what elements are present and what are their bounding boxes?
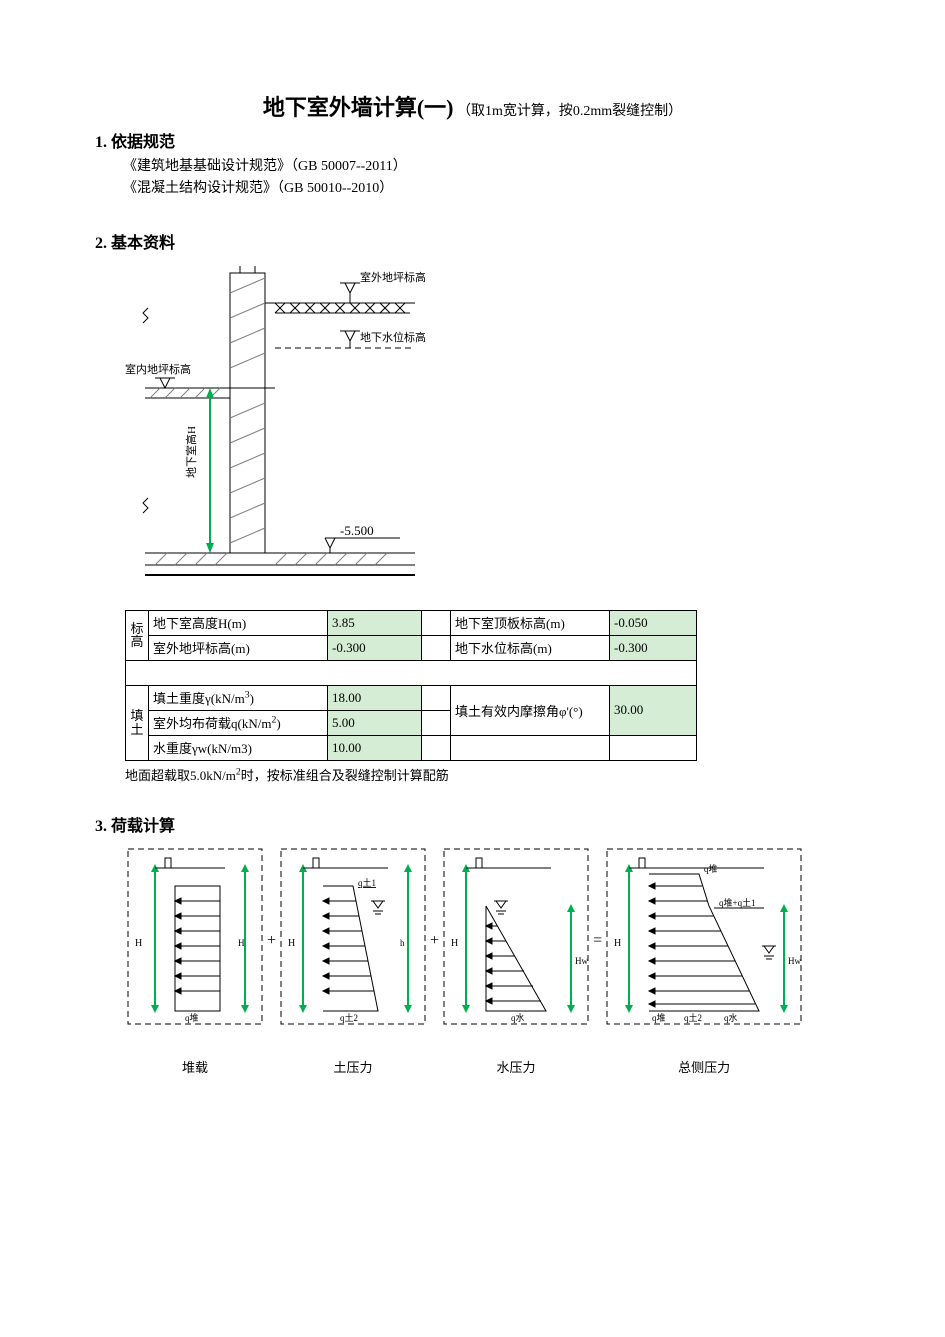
panel-label: 堆载	[125, 1057, 265, 1076]
group-header-fill: 填土	[126, 685, 149, 760]
table-row: 标高 地下室高度H(m) 3.85 地下室顶板标高(m) -0.050	[126, 610, 697, 635]
q-dui-label: q堆	[652, 1013, 666, 1023]
load-panel-water: Hw H q水	[441, 846, 591, 1076]
gap-cell	[422, 635, 451, 660]
cell-label: 填土重度γ(kN/m3)	[149, 685, 328, 710]
q-shui-label: q水	[724, 1012, 738, 1023]
label-outdoor-ground: 室外地坪标高	[360, 270, 425, 284]
reference-1: 《建筑地基基础设计规范》（GB 50007--2011）	[123, 156, 850, 178]
group-header-elev: 标高	[126, 610, 149, 660]
page-subtitle: （取1m宽计算，按0.2mm裂缝控制）	[457, 104, 682, 119]
cell-value: 30.00	[610, 685, 697, 735]
page-title: 地下室外墙计算(一)	[263, 95, 454, 120]
panel-label: 土压力	[278, 1057, 428, 1076]
label-water-level: 地下水位标高	[360, 330, 425, 344]
table-note: 地面超载取5.0kN/m2时，按标准组合及裂缝控制计算配筋	[125, 765, 850, 784]
gap-cell	[422, 685, 451, 710]
cell-value: 10.00	[328, 735, 422, 760]
cell-label: 水重度γw(kN/m3)	[149, 735, 328, 760]
cell-label: 室外地坪标高(m)	[149, 635, 328, 660]
cell-label: 填土有效内摩擦角φ'(°)	[451, 685, 610, 735]
panel-label: 水压力	[441, 1057, 591, 1076]
q-tu1-label: q土1	[358, 877, 376, 888]
plus-operator: +	[428, 932, 441, 990]
page: 地下室外墙计算(一) （取1m宽计算，按0.2mm裂缝控制） 1. 依据规范 《…	[0, 0, 945, 1136]
references: 《建筑地基基础设计规范》（GB 50007--2011） 《混凝土结构设计规范》…	[123, 156, 850, 201]
cell-value: -0.300	[328, 635, 422, 660]
load-panel-total: Hw q堆 q堆+q土1	[604, 846, 804, 1076]
q-dui-label: q堆	[704, 864, 718, 874]
table-row: 室外地坪标高(m) -0.300 地下水位标高(m) -0.300	[126, 635, 697, 660]
q-dui-label: q堆	[185, 1013, 199, 1023]
cell-value: -0.050	[610, 610, 697, 635]
section-diagram: 室外地坪标高 地下水位标高 室内地坪标高	[125, 263, 850, 588]
svg-text:H: H	[451, 938, 458, 949]
svg-text:Hw: Hw	[575, 956, 588, 966]
spacer-row	[126, 660, 697, 685]
cell-label: 地下室顶板标高(m)	[451, 610, 610, 635]
svg-text:H: H	[238, 938, 245, 948]
table-row: 水重度γw(kN/m3) 10.00	[126, 735, 697, 760]
q-tu2-label: q土2	[684, 1012, 702, 1023]
wall-section-svg: 室外地坪标高 地下水位标高 室内地坪标高	[125, 263, 425, 583]
load-diagrams: H H q堆 堆载 +	[125, 846, 850, 1076]
cell-label: 地下水位标高(m)	[451, 635, 610, 660]
svg-text:h: h	[400, 938, 405, 948]
cell-label: 室外均布荷载q(kN/m2)	[149, 710, 328, 735]
section-2-heading: 2. 基本资料	[95, 229, 850, 253]
cell-value: 5.00	[328, 710, 422, 735]
q-tu2-label: q土2	[340, 1012, 358, 1023]
cell-value: -0.300	[610, 635, 697, 660]
section-1-heading: 1. 依据规范	[95, 128, 850, 152]
load-panel-earth: h q土1	[278, 846, 428, 1076]
svg-text:H: H	[288, 938, 295, 949]
elev-bottom: -5.500	[340, 523, 374, 538]
gap-cell	[422, 610, 451, 635]
label-indoor-floor: 室内地坪标高	[125, 362, 191, 376]
load-panel-surcharge: H H q堆 堆载	[125, 846, 265, 1076]
q-combo-label: q堆+q土1	[719, 897, 756, 908]
gap-cell	[422, 710, 451, 735]
svg-text:H: H	[614, 938, 621, 949]
cell-value: 18.00	[328, 685, 422, 710]
input-table: 标高 地下室高度H(m) 3.85 地下室顶板标高(m) -0.050 室外地坪…	[125, 610, 697, 761]
empty-cell	[610, 735, 697, 760]
plus-operator: +	[265, 932, 278, 990]
panel-label: 总侧压力	[604, 1057, 804, 1076]
reference-2: 《混凝土结构设计规范》（GB 50010--2010）	[123, 178, 850, 200]
label-height-H: 地下室高H	[184, 426, 198, 478]
cell-value: 3.85	[328, 610, 422, 635]
svg-text:H: H	[135, 938, 142, 949]
page-title-row: 地下室外墙计算(一) （取1m宽计算，按0.2mm裂缝控制）	[95, 90, 850, 122]
eq-operator: =	[591, 932, 604, 990]
q-shui-label: q水	[511, 1012, 525, 1023]
section-3-heading: 3. 荷载计算	[95, 812, 850, 836]
table-row: 填土 填土重度γ(kN/m3) 18.00 填土有效内摩擦角φ'(°) 30.0…	[126, 685, 697, 710]
gap-cell	[422, 735, 451, 760]
empty-cell	[451, 735, 610, 760]
svg-text:Hw: Hw	[788, 956, 801, 966]
cell-label: 地下室高度H(m)	[149, 610, 328, 635]
